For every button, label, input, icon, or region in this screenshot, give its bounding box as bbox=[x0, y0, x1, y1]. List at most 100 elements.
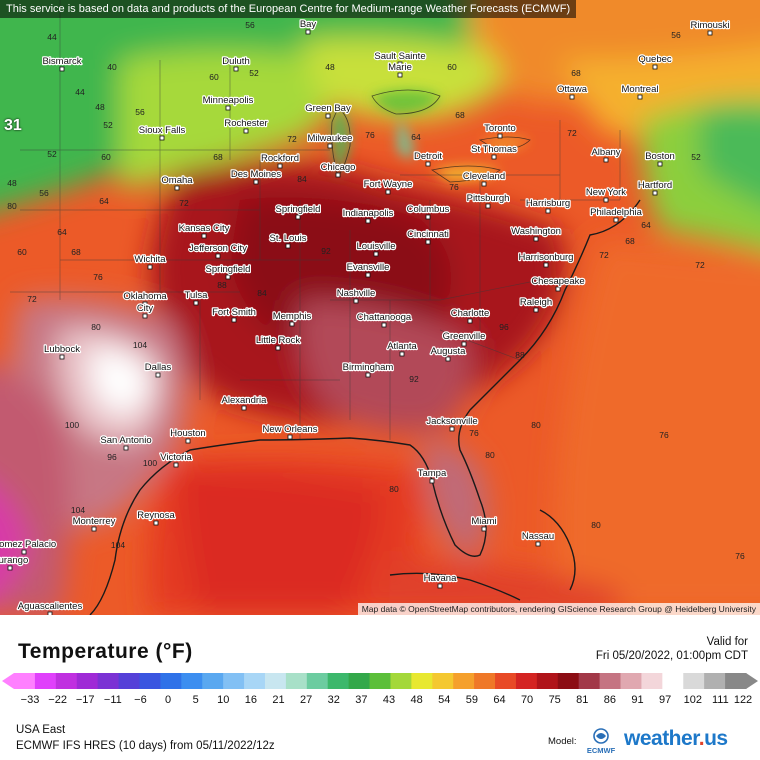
city-dot-icon bbox=[155, 372, 161, 378]
city-marker[interactable]: Des Moines bbox=[230, 168, 283, 185]
city-marker[interactable]: Raleigh bbox=[519, 296, 553, 313]
city-label: Chicago bbox=[321, 162, 356, 173]
city-marker[interactable]: Havana bbox=[422, 572, 458, 589]
city-marker[interactable]: City bbox=[136, 302, 155, 319]
city-marker[interactable]: Bismarck bbox=[41, 55, 83, 72]
map-attribution[interactable]: Map data © OpenStreetMap contributors, r… bbox=[357, 603, 760, 615]
city-label: Reynosa bbox=[137, 510, 175, 521]
city-label: Boston bbox=[645, 151, 675, 162]
legend-title: Temperature (°F) bbox=[18, 640, 193, 663]
city-marker[interactable]: Jefferson City bbox=[188, 242, 248, 259]
city-marker[interactable]: Detroit bbox=[413, 150, 444, 167]
city-marker[interactable]: Harrisburg bbox=[525, 197, 571, 214]
city-marker[interactable]: Springfield bbox=[204, 263, 252, 280]
city-marker[interactable]: Fort Wayne bbox=[362, 178, 414, 195]
city-marker[interactable]: Green Bay bbox=[304, 102, 352, 119]
city-marker[interactable]: Birmingham bbox=[341, 361, 395, 378]
city-marker[interactable]: Lubbock bbox=[43, 343, 81, 360]
city-marker[interactable]: Gomez Palacio bbox=[0, 538, 57, 555]
city-marker[interactable]: Tulsa bbox=[183, 289, 209, 306]
city-marker[interactable]: Rimouski bbox=[689, 19, 731, 36]
city-marker[interactable]: Cincinnati bbox=[406, 228, 450, 245]
colorbar-cell bbox=[264, 673, 287, 689]
city-marker[interactable]: Chattanooga bbox=[356, 311, 413, 328]
city-marker[interactable]: Chesapeake bbox=[530, 275, 586, 292]
city-dot-icon bbox=[637, 94, 643, 100]
city-marker[interactable]: Boston bbox=[644, 150, 676, 167]
city-label: Green Bay bbox=[305, 103, 351, 114]
city-marker[interactable]: Milwaukee bbox=[306, 132, 354, 149]
city-marker[interactable]: San Antonio bbox=[99, 434, 153, 451]
city-marker[interactable]: Louisville bbox=[355, 240, 397, 257]
city-marker[interactable]: Springfield bbox=[274, 203, 322, 220]
city-marker[interactable]: New York bbox=[585, 186, 628, 203]
city-marker[interactable]: Houston bbox=[169, 427, 207, 444]
city-marker[interactable]: Greenville bbox=[441, 330, 487, 347]
city-marker[interactable]: Quebec bbox=[637, 53, 673, 70]
colorbar-cell bbox=[76, 673, 99, 689]
city-marker[interactable]: Nassau bbox=[521, 530, 555, 547]
city-marker[interactable]: Harrisonburg bbox=[517, 251, 575, 268]
city-marker[interactable]: Hartford bbox=[637, 179, 673, 196]
city-marker[interactable]: New Orleans bbox=[261, 423, 319, 440]
city-marker[interactable]: St Thomas bbox=[470, 143, 518, 160]
city-marker[interactable]: Wichita bbox=[133, 253, 167, 270]
city-marker[interactable]: Sioux Falls bbox=[138, 124, 187, 141]
city-marker[interactable]: Albany bbox=[590, 146, 622, 163]
temperature-colorbar bbox=[2, 673, 758, 689]
city-marker[interactable]: Reynosa bbox=[136, 509, 177, 526]
city-marker[interactable]: Indianapolis bbox=[341, 207, 395, 224]
city-marker[interactable]: Minneapolis bbox=[201, 94, 255, 111]
city-marker[interactable]: Omaha bbox=[160, 174, 194, 191]
isotherm-label: 56 bbox=[671, 30, 681, 40]
city-marker[interactable]: Nashville bbox=[336, 287, 376, 304]
city-marker[interactable]: Alexandria bbox=[220, 394, 268, 411]
city-marker[interactable]: Duluth bbox=[221, 55, 251, 72]
city-marker[interactable]: Philadelphia bbox=[589, 206, 644, 223]
forecast-map[interactable]: 56 44 56 40 60 52 48 60 68 44 56 48 52 72 76 64 68 72 52 52… bbox=[0, 0, 760, 615]
city-marker[interactable]: Sault Sainte bbox=[373, 50, 427, 67]
city-marker[interactable]: Monterrey bbox=[71, 515, 117, 532]
temperature-field: 56 44 56 40 60 52 48 60 68 44 56 48 52 72 76 64 68 72 52 52… bbox=[0, 0, 760, 615]
city-marker[interactable]: Marie bbox=[387, 61, 413, 78]
city-dot-icon bbox=[289, 321, 295, 327]
city-marker[interactable]: Fort Smith bbox=[211, 306, 257, 323]
city-marker[interactable]: Pittsburgh bbox=[465, 192, 511, 209]
city-marker[interactable]: St. Louis bbox=[268, 232, 308, 249]
colorbar-cell bbox=[160, 673, 182, 689]
city-marker[interactable]: Rochester bbox=[223, 117, 269, 134]
city-marker[interactable]: Evansville bbox=[345, 261, 391, 278]
city-marker[interactable]: Bay bbox=[299, 18, 318, 35]
colorbar-cell bbox=[118, 673, 140, 689]
city-dot-icon bbox=[429, 478, 435, 484]
city-marker[interactable]: Durango bbox=[0, 554, 29, 571]
city-marker[interactable]: Augusta bbox=[429, 345, 467, 362]
city-marker[interactable]: Toronto bbox=[483, 122, 517, 139]
model-label: Model: bbox=[548, 736, 577, 747]
city-marker[interactable]: Oklahoma bbox=[122, 290, 169, 307]
city-label: Atlanta bbox=[387, 341, 417, 352]
city-marker[interactable]: Chicago bbox=[319, 161, 357, 178]
weather-us-logo[interactable]: weather.us bbox=[624, 727, 728, 751]
city-marker[interactable]: Little Rock bbox=[255, 334, 302, 351]
city-marker[interactable]: Kansas City bbox=[177, 222, 231, 239]
city-marker[interactable]: Montreal bbox=[620, 83, 660, 100]
city-marker[interactable]: Cleveland bbox=[462, 170, 506, 187]
city-marker[interactable]: Tampa bbox=[417, 467, 448, 484]
city-marker[interactable]: Ottawa bbox=[556, 83, 589, 100]
city-marker[interactable]: Washington bbox=[510, 225, 562, 242]
city-marker[interactable]: Jacksonville bbox=[425, 415, 479, 432]
city-marker[interactable]: Atlanta bbox=[386, 340, 419, 357]
city-marker[interactable]: Miami bbox=[470, 515, 498, 532]
isotherm-label: 52 bbox=[249, 68, 259, 78]
city-marker[interactable]: Dallas bbox=[144, 361, 173, 378]
city-marker[interactable]: Victoria bbox=[159, 451, 194, 468]
city-label: Sault Sainte bbox=[374, 51, 425, 62]
city-marker[interactable]: Rockford bbox=[260, 152, 300, 169]
city-marker[interactable]: Aguascalientes bbox=[17, 600, 84, 615]
isotherm-label: 68 bbox=[625, 236, 635, 246]
city-marker[interactable]: Columbus bbox=[405, 203, 451, 220]
city-dot-icon bbox=[365, 218, 371, 224]
city-marker[interactable]: Memphis bbox=[272, 310, 313, 327]
city-marker[interactable]: Charlotte bbox=[450, 307, 490, 324]
